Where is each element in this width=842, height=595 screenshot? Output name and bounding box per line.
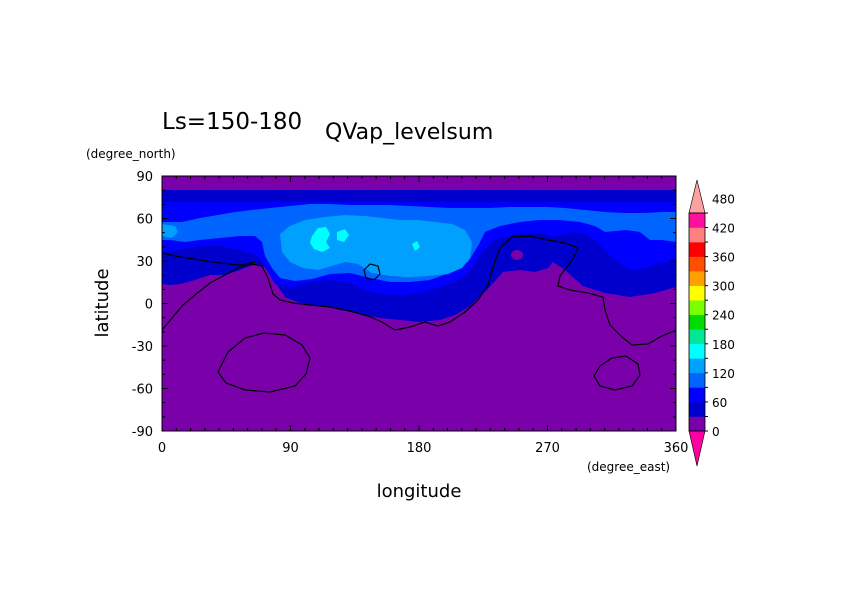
colorbar-swatch <box>689 227 705 243</box>
colorbar-label: 480 <box>712 192 735 206</box>
colorbar-swatch <box>689 256 705 272</box>
colorbar-swatch <box>689 343 705 359</box>
x-axis: 0 90 180 270 360 <box>158 176 689 456</box>
colorbar-label: 0 <box>712 425 720 439</box>
topography-contours <box>161 235 677 393</box>
colorbar-label: 60 <box>712 396 727 410</box>
colorbar-swatch <box>689 242 705 257</box>
colorbar-label: 120 <box>712 367 735 381</box>
colorbar-swatch <box>689 387 705 403</box>
x-tick-label: 0 <box>158 441 166 456</box>
colorbar-swatch <box>689 300 705 316</box>
colorbar-label: 240 <box>712 309 735 323</box>
colorbar-under-triangle <box>688 430 706 467</box>
y-units-label: (degree_north) <box>86 147 176 161</box>
x-tick-label: 270 <box>535 441 560 456</box>
y-axis-label: latitude <box>92 268 113 337</box>
x-units-label: (degree_east) <box>587 460 670 474</box>
colorbar-label: 180 <box>712 338 735 352</box>
y-tick-label: -90 <box>132 425 153 440</box>
y-tick-label: -60 <box>132 383 153 398</box>
colorbar-swatch <box>689 271 705 286</box>
x-tick-label: 90 <box>282 441 299 456</box>
topography-contour-basin-west <box>217 332 311 393</box>
colorbar-swatch <box>689 358 705 374</box>
topography-contour-ring <box>363 263 381 281</box>
chart-title-right: QVap_levelsum <box>325 120 493 145</box>
colorbar-label: 300 <box>712 280 735 294</box>
x-tick-label: 180 <box>407 441 432 456</box>
y-tick-label: 90 <box>136 170 153 185</box>
colorbar-swatch <box>689 372 705 388</box>
topography-contour-north <box>161 252 256 266</box>
colorbar-swatch <box>689 314 705 330</box>
topography-contour-main <box>161 235 677 346</box>
contour-fill-150 <box>310 227 420 252</box>
colorbar-over-triangle <box>688 179 706 214</box>
y-tick-label: 30 <box>136 255 153 270</box>
y-tick-label: 60 <box>136 213 153 228</box>
x-tick-label: 360 <box>664 441 689 456</box>
x-axis-label: longitude <box>377 481 462 502</box>
y-tick-label: 0 <box>145 298 153 313</box>
y-tick-label: -30 <box>132 340 153 355</box>
colorbar-swatch <box>689 416 705 432</box>
colorbar-swatch <box>689 285 705 301</box>
colorbar-swatch <box>689 401 705 417</box>
colorbar-swatch <box>689 213 705 228</box>
y-axis: 90 60 30 0 -30 -60 -90 <box>132 170 676 440</box>
colorbar-label: 420 <box>712 222 735 236</box>
contour-fill-low-spot <box>511 250 523 260</box>
plot-area <box>161 175 677 432</box>
colorbar-frame <box>688 212 706 432</box>
colorbar-swatch <box>689 329 705 345</box>
colorbar: 0 60 120 180 240 300 360 420 480 <box>688 179 735 467</box>
chart-title-left: Ls=150-180 <box>162 109 302 135</box>
topography-contour-basin-east <box>593 355 641 391</box>
colorbar-label: 360 <box>712 251 735 265</box>
